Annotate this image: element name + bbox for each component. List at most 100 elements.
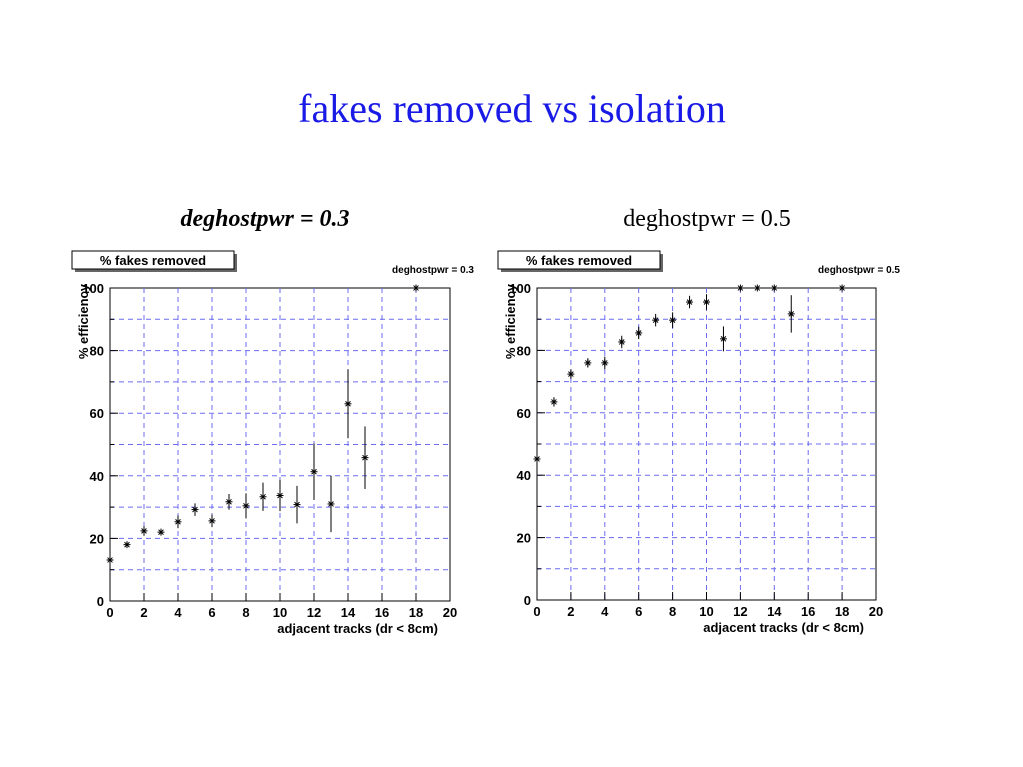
chart-title: % fakes removed	[100, 253, 206, 268]
data-point	[719, 335, 727, 343]
data-point	[686, 298, 694, 306]
data-point	[174, 518, 182, 526]
x-tick-label: 12	[307, 605, 321, 620]
marker-stroke	[209, 518, 215, 524]
y-tick-label: 0	[524, 593, 531, 608]
title-box	[71, 250, 235, 270]
data-point	[533, 455, 541, 463]
data-point	[310, 468, 318, 476]
data-point	[293, 501, 301, 509]
y-axis-label: % efficiency	[76, 283, 91, 359]
data-point	[208, 517, 216, 525]
marker-stroke	[107, 557, 113, 563]
y-tick-label: 40	[517, 468, 531, 483]
data-point	[838, 284, 846, 292]
y-tick-label: 80	[517, 343, 531, 358]
y-tick-label: 80	[90, 344, 104, 359]
marker-stroke	[243, 503, 249, 509]
data-point	[259, 493, 267, 501]
x-tick-label: 4	[601, 604, 609, 619]
marker-stroke	[601, 360, 608, 366]
x-tick-label: 2	[567, 604, 574, 619]
marker-stroke	[311, 468, 317, 475]
marker-stroke	[652, 317, 659, 323]
data-point	[140, 527, 148, 535]
y-tick-label: 20	[90, 531, 104, 546]
chart-label: deghostpwr = 0.5	[818, 265, 900, 276]
slide-title: fakes removed vs isolation	[298, 86, 726, 131]
data-point	[550, 398, 558, 406]
marker-stroke	[362, 454, 368, 461]
marker-stroke	[294, 501, 300, 508]
marker-stroke	[585, 360, 591, 366]
marker-stroke	[328, 501, 334, 507]
y-tick-label: 100	[509, 281, 531, 296]
x-tick-label: 6	[208, 605, 215, 620]
x-tick-label: 6	[635, 604, 642, 619]
data-point	[225, 498, 233, 506]
x-tick-label: 0	[106, 605, 113, 620]
data-point	[157, 528, 165, 536]
marker-stroke	[771, 285, 778, 291]
x-tick-label: 10	[273, 605, 287, 620]
x-tick-label: 14	[767, 604, 782, 619]
x-axis-label: adjacent tracks (dr < 8cm)	[703, 620, 864, 635]
x-tick-label: 0	[533, 604, 540, 619]
marker-stroke	[754, 285, 761, 291]
x-tick-label: 20	[443, 605, 457, 620]
data-point	[652, 316, 660, 324]
chart-heading: deghostpwr = 0.3	[180, 206, 349, 232]
data-point	[276, 492, 284, 500]
x-tick-label: 8	[669, 604, 676, 619]
marker-stroke	[635, 330, 642, 336]
y-tick-label: 100	[82, 281, 104, 296]
data-point	[770, 284, 778, 292]
chart-heading: deghostpwr = 0.5	[623, 206, 791, 232]
marker-stroke	[737, 285, 744, 291]
data-point	[567, 370, 575, 378]
marker-stroke	[686, 299, 693, 305]
x-tick-label: 12	[733, 604, 747, 619]
marker-stroke	[618, 339, 625, 345]
marker-stroke	[413, 285, 419, 291]
data-point	[753, 284, 761, 292]
data-point	[327, 500, 335, 508]
marker-stroke	[534, 456, 540, 462]
data-point	[736, 284, 744, 292]
x-tick-label: 16	[801, 604, 815, 619]
marker-stroke	[839, 285, 845, 291]
data-point	[635, 329, 643, 337]
y-axis-label: % efficiency	[503, 283, 518, 359]
y-tick-label: 60	[90, 406, 104, 421]
marker-stroke	[260, 493, 266, 500]
title-box	[497, 250, 661, 270]
data-point	[669, 316, 677, 324]
marker-stroke	[226, 498, 232, 505]
data-point	[191, 506, 199, 514]
data-point	[361, 454, 369, 462]
marker-stroke	[669, 317, 676, 323]
marker-stroke	[788, 311, 795, 317]
x-tick-label: 14	[341, 605, 356, 620]
data-point	[601, 359, 609, 367]
data-point	[412, 284, 420, 292]
x-tick-label: 8	[242, 605, 249, 620]
marker-stroke	[158, 529, 164, 535]
data-point	[242, 502, 250, 510]
marker-stroke	[345, 401, 351, 407]
data-point	[344, 400, 352, 408]
marker-stroke	[192, 506, 198, 513]
y-tick-label: 40	[90, 469, 104, 484]
marker-stroke	[703, 299, 710, 305]
x-axis-label: adjacent tracks (dr < 8cm)	[277, 621, 438, 636]
marker-stroke	[720, 336, 727, 342]
chart-label: deghostpwr = 0.3	[392, 265, 474, 276]
chart-title: % fakes removed	[526, 253, 632, 268]
data-point	[584, 359, 592, 367]
x-tick-label: 16	[375, 605, 389, 620]
data-point	[787, 310, 795, 318]
marker-stroke	[551, 399, 557, 405]
marker-stroke	[124, 541, 130, 548]
x-tick-label: 2	[140, 605, 147, 620]
x-tick-label: 10	[699, 604, 713, 619]
